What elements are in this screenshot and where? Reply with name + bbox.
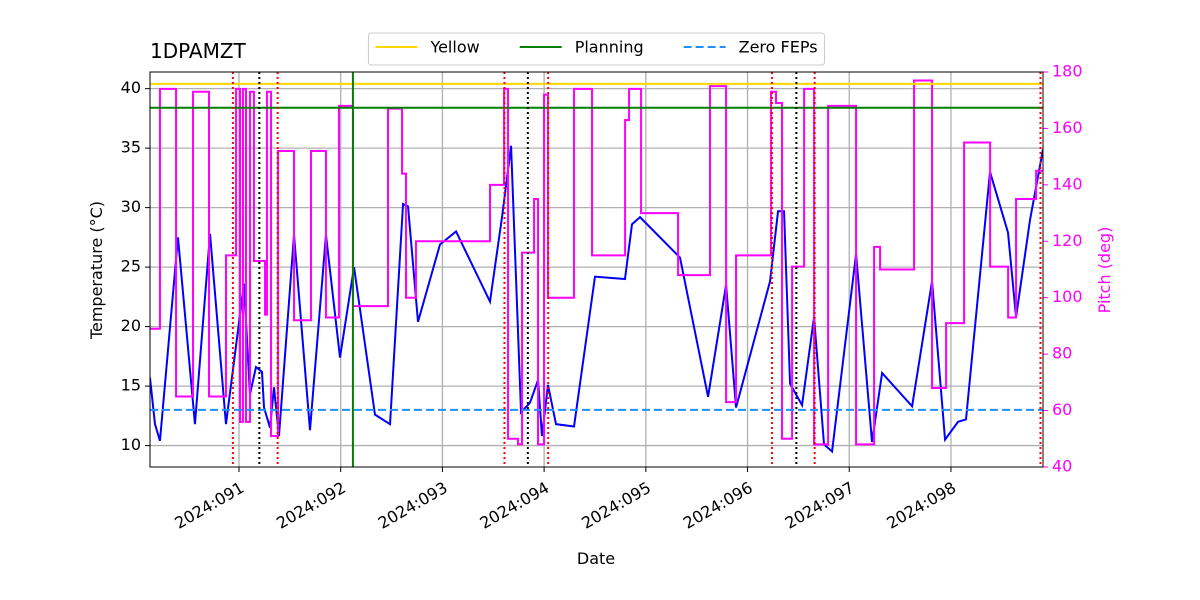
data-line bbox=[150, 79, 1043, 446]
y2-tick-label: 180 bbox=[1052, 62, 1083, 81]
y2-tick-label: 160 bbox=[1052, 118, 1083, 137]
y-tick-label: 10 bbox=[121, 435, 141, 454]
x-axis-label: Date bbox=[577, 549, 615, 568]
plot-area bbox=[150, 72, 1043, 467]
y2-tick-label: 80 bbox=[1052, 344, 1072, 363]
y2-tick-label: 100 bbox=[1052, 287, 1083, 306]
y2-axis-label: Pitch (deg) bbox=[1095, 227, 1114, 314]
y2-tick-label: 120 bbox=[1052, 231, 1083, 250]
y2-tick-label: 140 bbox=[1052, 174, 1083, 193]
legend-label: Zero FEPs bbox=[739, 38, 818, 57]
y-tick-label: 40 bbox=[121, 78, 141, 97]
y2-tick-label: 60 bbox=[1052, 400, 1072, 419]
y-axis-label: Temperature (°C) bbox=[87, 201, 106, 340]
legend-label: Planning bbox=[575, 38, 644, 57]
y-tick-label: 35 bbox=[121, 138, 141, 157]
y-tick-label: 15 bbox=[121, 376, 141, 395]
y-tick-label: 20 bbox=[121, 316, 141, 335]
axes-frame bbox=[149, 71, 1044, 468]
y2-tick-label: 40 bbox=[1052, 457, 1072, 476]
chart-title: 1DPAMZT bbox=[150, 39, 247, 63]
legend-box bbox=[367, 32, 826, 66]
y-tick-label: 25 bbox=[121, 257, 141, 276]
legend: Yellow Planning Zero FEPs bbox=[367, 32, 826, 66]
legend-label: Yellow bbox=[429, 38, 479, 57]
y-tick-label: 30 bbox=[121, 197, 141, 216]
